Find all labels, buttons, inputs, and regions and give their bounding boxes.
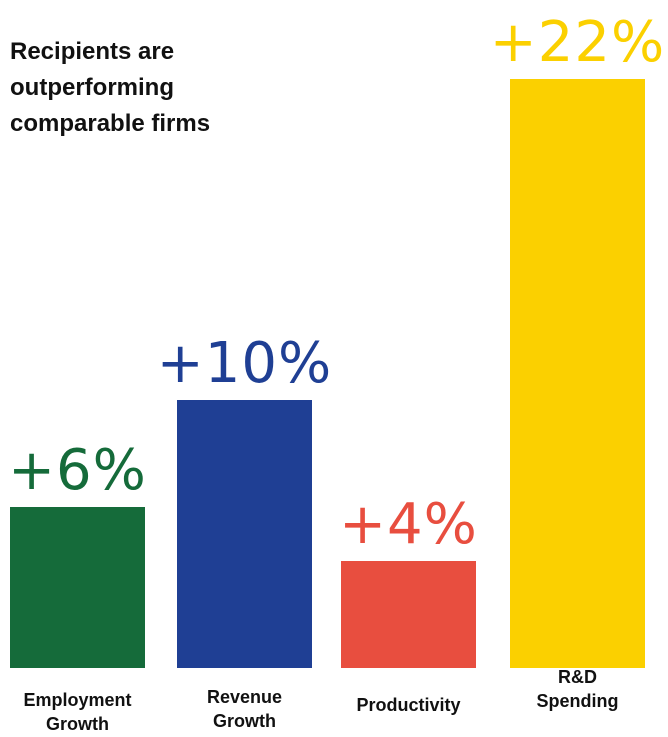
bar <box>10 507 145 668</box>
x-tick-label: R&D Spending <box>536 667 619 711</box>
value-label: +10% <box>156 331 333 397</box>
bar <box>510 79 645 668</box>
bar <box>341 560 476 668</box>
x-tick-label: Employment Growth <box>23 690 132 734</box>
x-tick-label: Revenue Growth <box>206 687 283 731</box>
x-tick-label: Productivity <box>356 695 461 715</box>
bar <box>177 400 312 668</box>
value-label: +22% <box>489 10 666 75</box>
value-label: +6% <box>8 438 147 504</box>
chart-title: Recipients are outperforming comparable … <box>10 38 211 137</box>
value-label: +4% <box>339 491 478 557</box>
